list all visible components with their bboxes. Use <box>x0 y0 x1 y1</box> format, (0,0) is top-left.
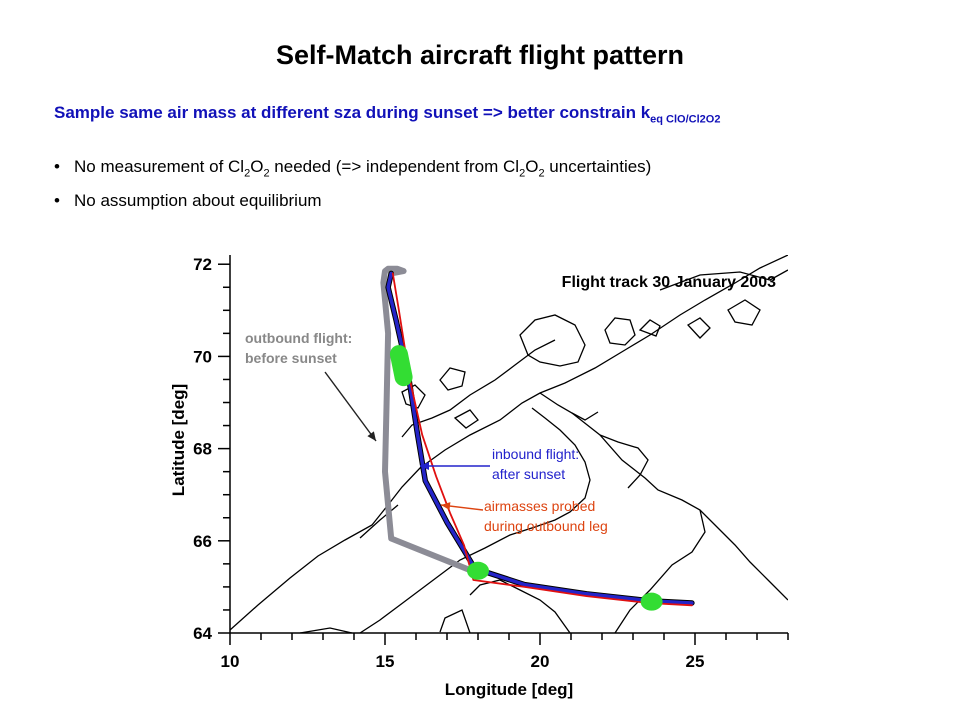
flight-tracks <box>380 265 695 607</box>
bullet-item: No assumption about equilibrium <box>54 187 651 215</box>
map-annotations: outbound flight: before sunset inbound fli… <box>245 330 608 534</box>
x-tick-label: 10 <box>221 652 240 671</box>
inbound-track <box>386 271 694 605</box>
coastline-map <box>230 255 788 633</box>
subtitle-subscript: eq ClO/Cl2O2 <box>650 113 721 126</box>
map-title: Flight track 30 January 2003 <box>562 274 776 291</box>
bullet-item: No measurement of Cl2O2 needed (=> indep… <box>54 153 651 187</box>
y-tick-label: 70 <box>193 347 212 366</box>
subtitle-text: Sample same air mass at different sza du… <box>54 103 651 122</box>
y-tick-label: 64 <box>193 624 212 643</box>
slide-title: Self-Match aircraft flight pattern <box>275 40 685 70</box>
x-tick-label: 15 <box>376 652 395 671</box>
match-marker <box>467 561 489 580</box>
inbound-arrow-head <box>420 462 429 470</box>
y-axis-label: Latitude [deg] <box>169 384 188 496</box>
outbound-arrow <box>324 371 377 442</box>
map-axes: 10 15 20 25 64 66 68 70 72 <box>193 255 789 671</box>
slide-subtitle: Sample same air mass at different sza du… <box>54 103 720 125</box>
match-marker <box>640 592 663 611</box>
outbound-annotation: outbound flight: before sunset <box>245 330 352 366</box>
inbound-annotation: inbound flight: after sunset <box>492 446 579 482</box>
y-tick-label: 66 <box>193 532 212 551</box>
x-axis-label: Longitude [deg] <box>445 680 573 699</box>
x-tick-label: 20 <box>531 652 550 671</box>
match-marker <box>389 345 413 387</box>
match-markers <box>389 345 663 611</box>
y-tick-label: 72 <box>193 255 212 274</box>
outbound-track <box>380 265 475 574</box>
x-tick-label: 25 <box>686 652 705 671</box>
bullet-list: No measurement of Cl2O2 needed (=> indep… <box>54 153 651 215</box>
airmasses-arrow-head <box>441 502 451 510</box>
outbound-arrow-head <box>367 431 376 441</box>
y-tick-label: 68 <box>193 440 212 459</box>
airmasses-annotation: airmasses probed during outbound leg <box>484 498 608 534</box>
